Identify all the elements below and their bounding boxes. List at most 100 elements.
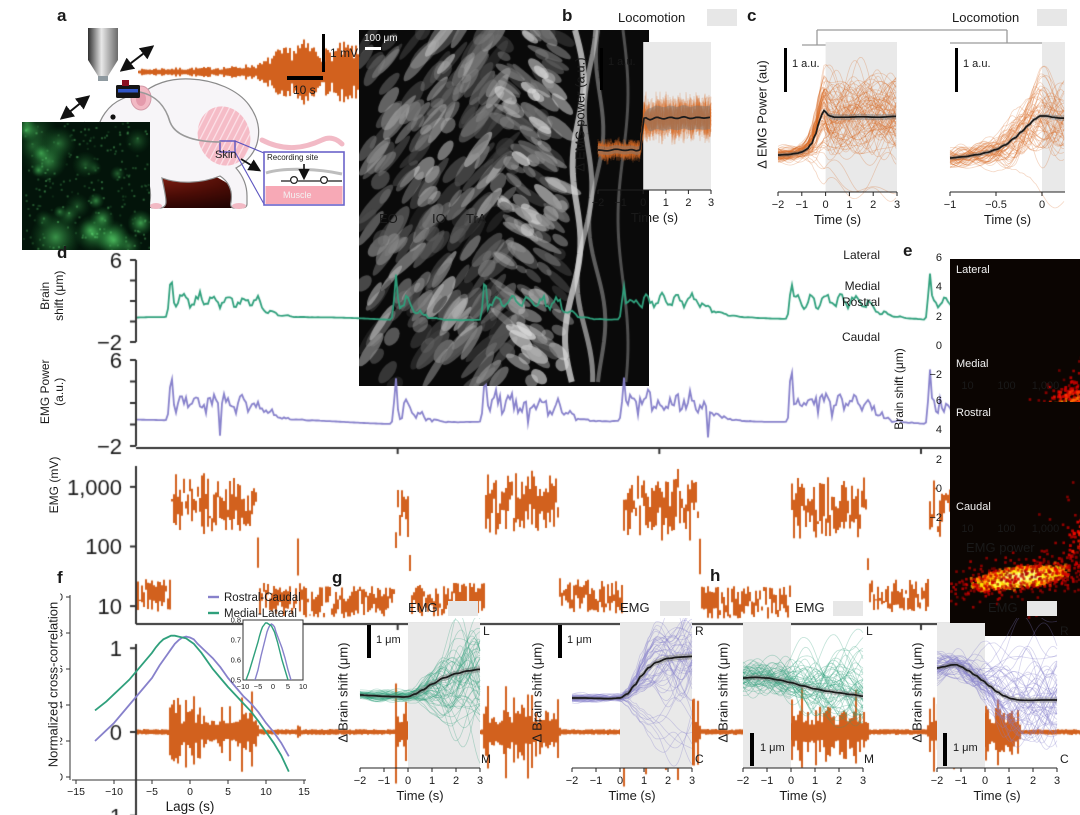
trace <box>571 635 693 703</box>
trace <box>359 691 481 724</box>
trace <box>936 657 1058 735</box>
arrow-objective-to-image <box>59 95 91 120</box>
trace <box>777 98 897 156</box>
trace <box>359 648 481 700</box>
recording-site-label: Recording site <box>267 153 319 162</box>
trace <box>949 89 1065 162</box>
trace <box>571 693 693 765</box>
trace <box>359 658 481 709</box>
trace <box>571 648 693 703</box>
c-left-chart: −2 −1 0 1 2 3 Time (s) <box>772 42 900 227</box>
trace <box>359 619 481 703</box>
panel-label-b: b <box>562 6 573 25</box>
trace <box>777 103 897 163</box>
trace <box>742 663 864 716</box>
x-axis <box>742 767 864 772</box>
x-axis-label: Time (s) <box>608 788 655 803</box>
trace <box>777 91 897 154</box>
locomotion-shading <box>643 42 711 190</box>
trace <box>777 64 897 154</box>
trace <box>597 98 712 161</box>
trace <box>777 83 897 157</box>
e-xtick-label: 100 <box>997 523 1016 535</box>
trace <box>571 668 693 702</box>
f-inset-ytick: 0.8 <box>231 616 241 625</box>
trace <box>949 116 1065 169</box>
trace <box>777 115 897 160</box>
trace <box>936 651 1058 712</box>
trace <box>597 99 712 161</box>
trace <box>571 657 693 703</box>
trace <box>777 122 897 153</box>
h-left-scalebar-label: 1 μm <box>760 742 785 754</box>
trace <box>777 154 897 195</box>
e-xlabel: EMG power <box>966 540 1035 555</box>
trace <box>936 653 1058 710</box>
histology-label-io: IO <box>432 211 446 226</box>
trace <box>571 633 693 701</box>
e-ytick-label: 2 <box>935 310 942 323</box>
time-scalebar <box>287 76 323 80</box>
mean-line <box>360 668 481 698</box>
trace <box>778 77 897 152</box>
e-bottom-heatmap <box>950 402 1080 636</box>
x-tick-label: 0 <box>640 197 646 209</box>
trace <box>571 618 693 702</box>
x-tick-label: 2 <box>1030 775 1036 787</box>
c-right-scalebar <box>955 48 958 92</box>
f-xtick-label: −5 <box>146 786 158 798</box>
g-right-chart: −2 −1 0 1 2 3 Time (s) <box>566 618 695 803</box>
e-ytick-label: 2 <box>935 453 942 466</box>
trace <box>777 74 897 158</box>
muscle-label: Muscle <box>283 190 312 200</box>
trace <box>742 665 864 704</box>
e-xtick-label: 1,000 <box>1031 380 1060 392</box>
trace <box>742 648 864 695</box>
histology-label-eo: EO <box>379 211 398 226</box>
f-xtick-label: 10 <box>260 786 272 798</box>
voltage-scalebar <box>322 34 325 72</box>
e-top-label2: Medial <box>956 358 989 370</box>
x-axis-label: Time (s) <box>984 212 1031 227</box>
trace <box>936 650 1058 709</box>
d-emg-ylabel: EMG (mV) <box>47 456 61 514</box>
trace <box>360 692 481 729</box>
trace <box>742 658 864 699</box>
trace <box>936 662 1058 738</box>
trace <box>949 115 1065 161</box>
h-right-corner-top: R <box>1060 624 1069 638</box>
panel-label-e: e <box>903 241 913 260</box>
trace <box>777 77 897 155</box>
x-axis <box>571 767 693 772</box>
x-tick-label: −1 <box>955 775 968 787</box>
mean-band <box>950 113 1064 161</box>
trace <box>777 86 897 160</box>
inset-connector-top <box>234 140 265 154</box>
x-tick-label: 3 <box>477 775 483 787</box>
trace <box>936 622 1058 680</box>
trace <box>777 103 897 160</box>
trace <box>949 129 1065 162</box>
trace <box>597 93 712 159</box>
fluorescence-image <box>22 122 150 250</box>
d-shift-ylabel: Brain shift (μm) <box>38 251 67 341</box>
x-axis-label: Time (s) <box>973 788 1020 803</box>
trace <box>742 661 864 717</box>
trace <box>936 659 1058 726</box>
x-axis <box>949 191 1065 196</box>
trace <box>949 159 1065 209</box>
trace <box>777 78 897 160</box>
emg-implant-site-box <box>219 140 236 153</box>
c-right-chart: −1 −0.5 0 Time (s) <box>944 42 1065 227</box>
trace <box>936 654 1058 721</box>
trace <box>597 96 712 159</box>
trace <box>572 643 693 700</box>
trace <box>777 87 897 159</box>
locomotion-shading <box>408 623 480 768</box>
c-right-scalebar-label: 1 a.u. <box>963 58 991 70</box>
inset-wire-electrodes <box>281 175 342 185</box>
trace <box>742 664 864 722</box>
trace <box>597 99 712 161</box>
trace <box>949 109 1065 166</box>
trace <box>949 92 1065 161</box>
